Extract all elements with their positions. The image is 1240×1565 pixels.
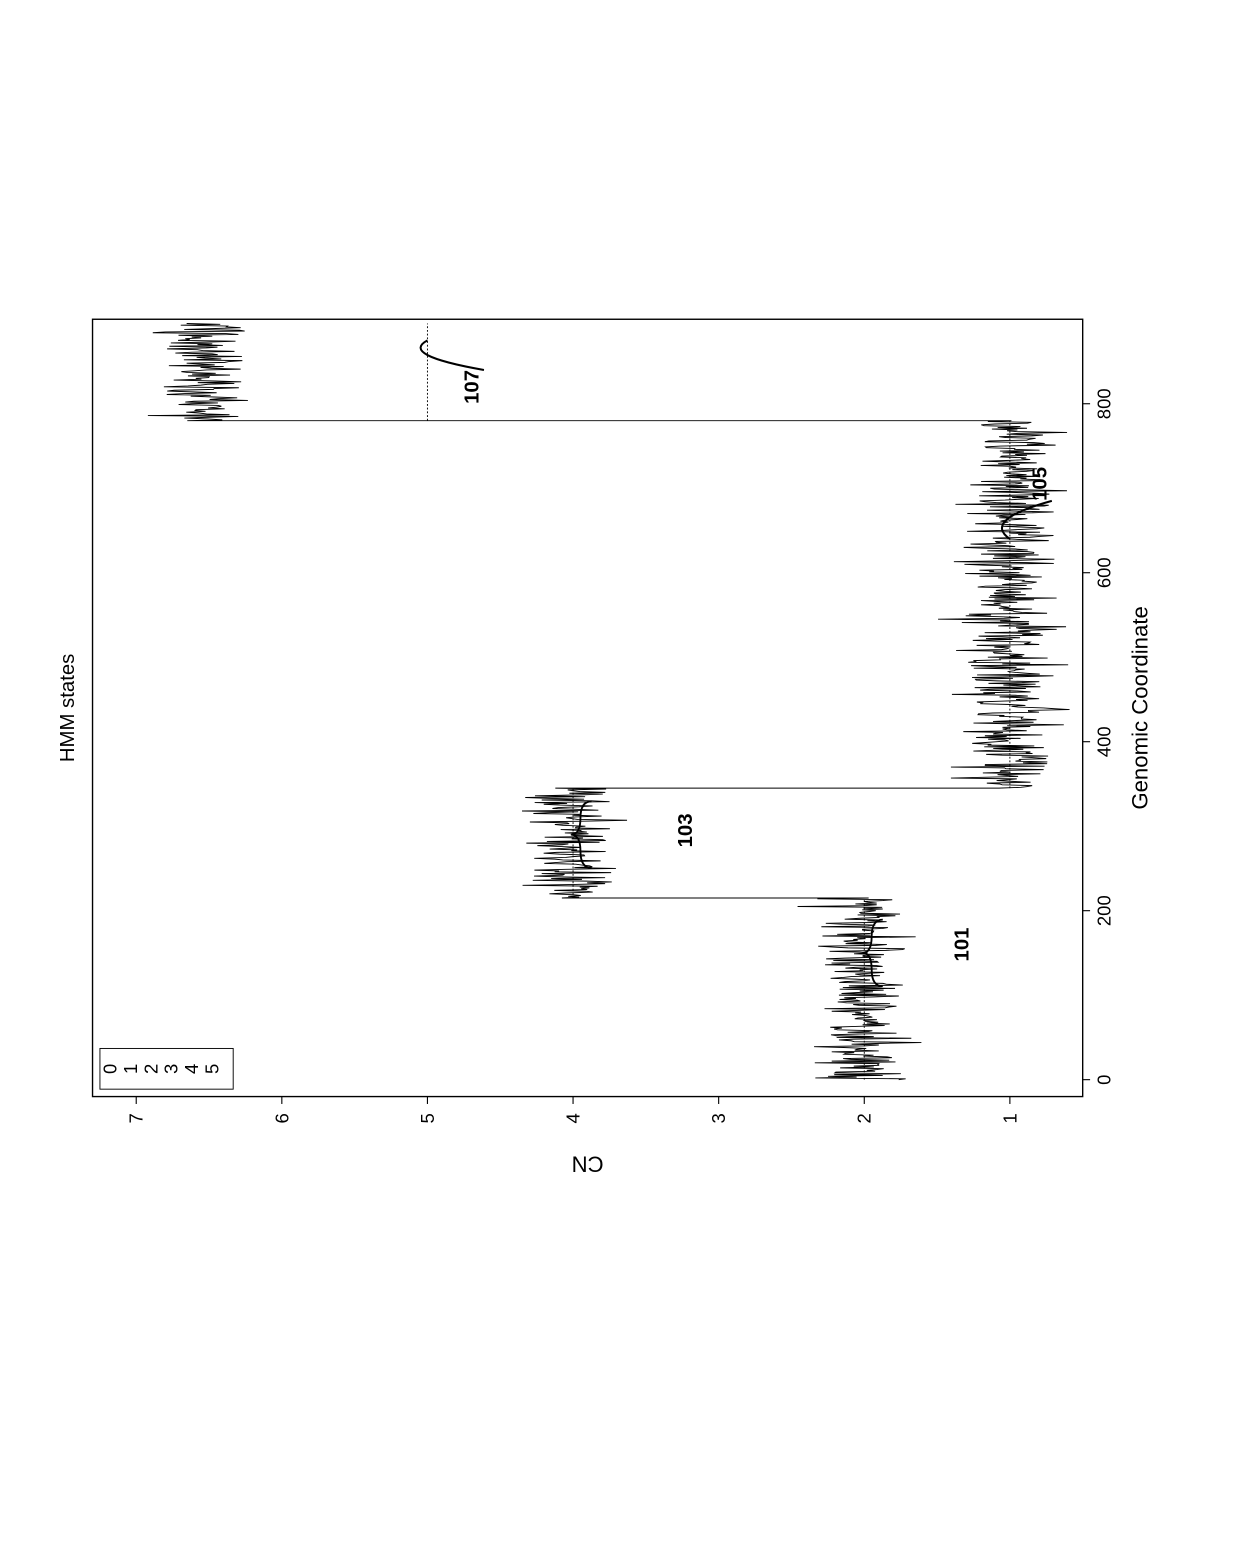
y-tick-label: 3 bbox=[708, 1113, 729, 1123]
y-axis-label: CN bbox=[572, 1152, 604, 1177]
x-tick-label: 400 bbox=[1093, 726, 1114, 757]
legend-item: 3 bbox=[161, 1064, 182, 1074]
y-tick-label: 4 bbox=[563, 1113, 584, 1123]
legend-item: 0 bbox=[100, 1064, 121, 1074]
x-axis-label: Genomic Coordinate bbox=[1127, 606, 1152, 810]
annotation-label: 101 bbox=[952, 928, 974, 962]
annotation-label: 103 bbox=[675, 813, 697, 847]
legend-item: 2 bbox=[140, 1064, 161, 1074]
annotation-label: 107 bbox=[461, 370, 483, 404]
legend-item: 1 bbox=[120, 1064, 141, 1074]
legend-item: 4 bbox=[181, 1064, 202, 1074]
chart-title: HMM states bbox=[57, 654, 79, 763]
legend-item: 5 bbox=[201, 1064, 222, 1074]
x-tick-label: 0 bbox=[1093, 1075, 1114, 1085]
annotation-label: 105 bbox=[1029, 467, 1051, 501]
x-tick-label: 600 bbox=[1093, 557, 1114, 588]
y-tick-label: 5 bbox=[417, 1113, 438, 1123]
figure-container: 02004006008001234567HMM statesGenomic Co… bbox=[0, 0, 1147, 1448]
y-tick-label: 7 bbox=[126, 1113, 147, 1123]
y-tick-label: 6 bbox=[271, 1113, 292, 1123]
y-tick-label: 1 bbox=[999, 1113, 1020, 1123]
x-tick-label: 800 bbox=[1093, 388, 1114, 419]
x-tick-label: 200 bbox=[1093, 895, 1114, 926]
hmm-states-chart: 02004006008001234567HMM statesGenomic Co… bbox=[28, 259, 1212, 1184]
y-tick-label: 2 bbox=[854, 1113, 875, 1123]
